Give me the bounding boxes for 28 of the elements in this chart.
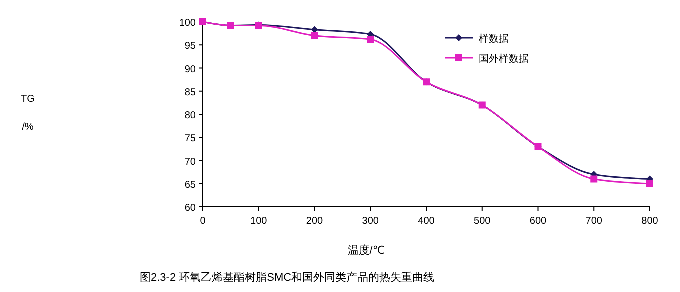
x-axis-title: 温度/℃ — [348, 244, 386, 257]
y-tick-label: 90 — [184, 64, 196, 76]
x-tick-label: 700 — [586, 216, 603, 227]
x-tick-label: 300 — [362, 216, 380, 227]
caption: 图2.3-2 环氧乙烯基酯树脂SMC和国外同类产品的热失重曲线 — [140, 271, 435, 284]
x-tick-label: 800 — [642, 216, 659, 227]
point — [367, 36, 374, 44]
y-tick-label: 60 — [184, 203, 196, 214]
point — [311, 26, 318, 34]
x-tick-label: 400 — [418, 216, 436, 227]
x-tick-label: 600 — [530, 216, 548, 227]
x-tick-label: 100 — [250, 216, 268, 227]
point — [590, 176, 598, 183]
point — [646, 180, 654, 188]
y-tick-label: 65 — [184, 180, 196, 191]
x-tick-label: 500 — [474, 216, 492, 227]
y-tick-label: 85 — [184, 87, 196, 98]
y-tick-label: 95 — [184, 41, 196, 52]
legend-label: 样数据 — [479, 33, 509, 45]
y-tick-label: 80 — [184, 110, 196, 122]
x-tick-label: 0 — [200, 216, 206, 227]
legend-label: 国外样数据 — [479, 53, 529, 65]
y-tick-label: 100 — [179, 18, 196, 29]
x-tick-label: 200 — [306, 216, 324, 227]
y-tick-label: 75 — [184, 134, 196, 145]
y-tick-label: 70 — [184, 156, 196, 168]
point — [311, 32, 318, 40]
text: TG /% — [21, 94, 35, 133]
